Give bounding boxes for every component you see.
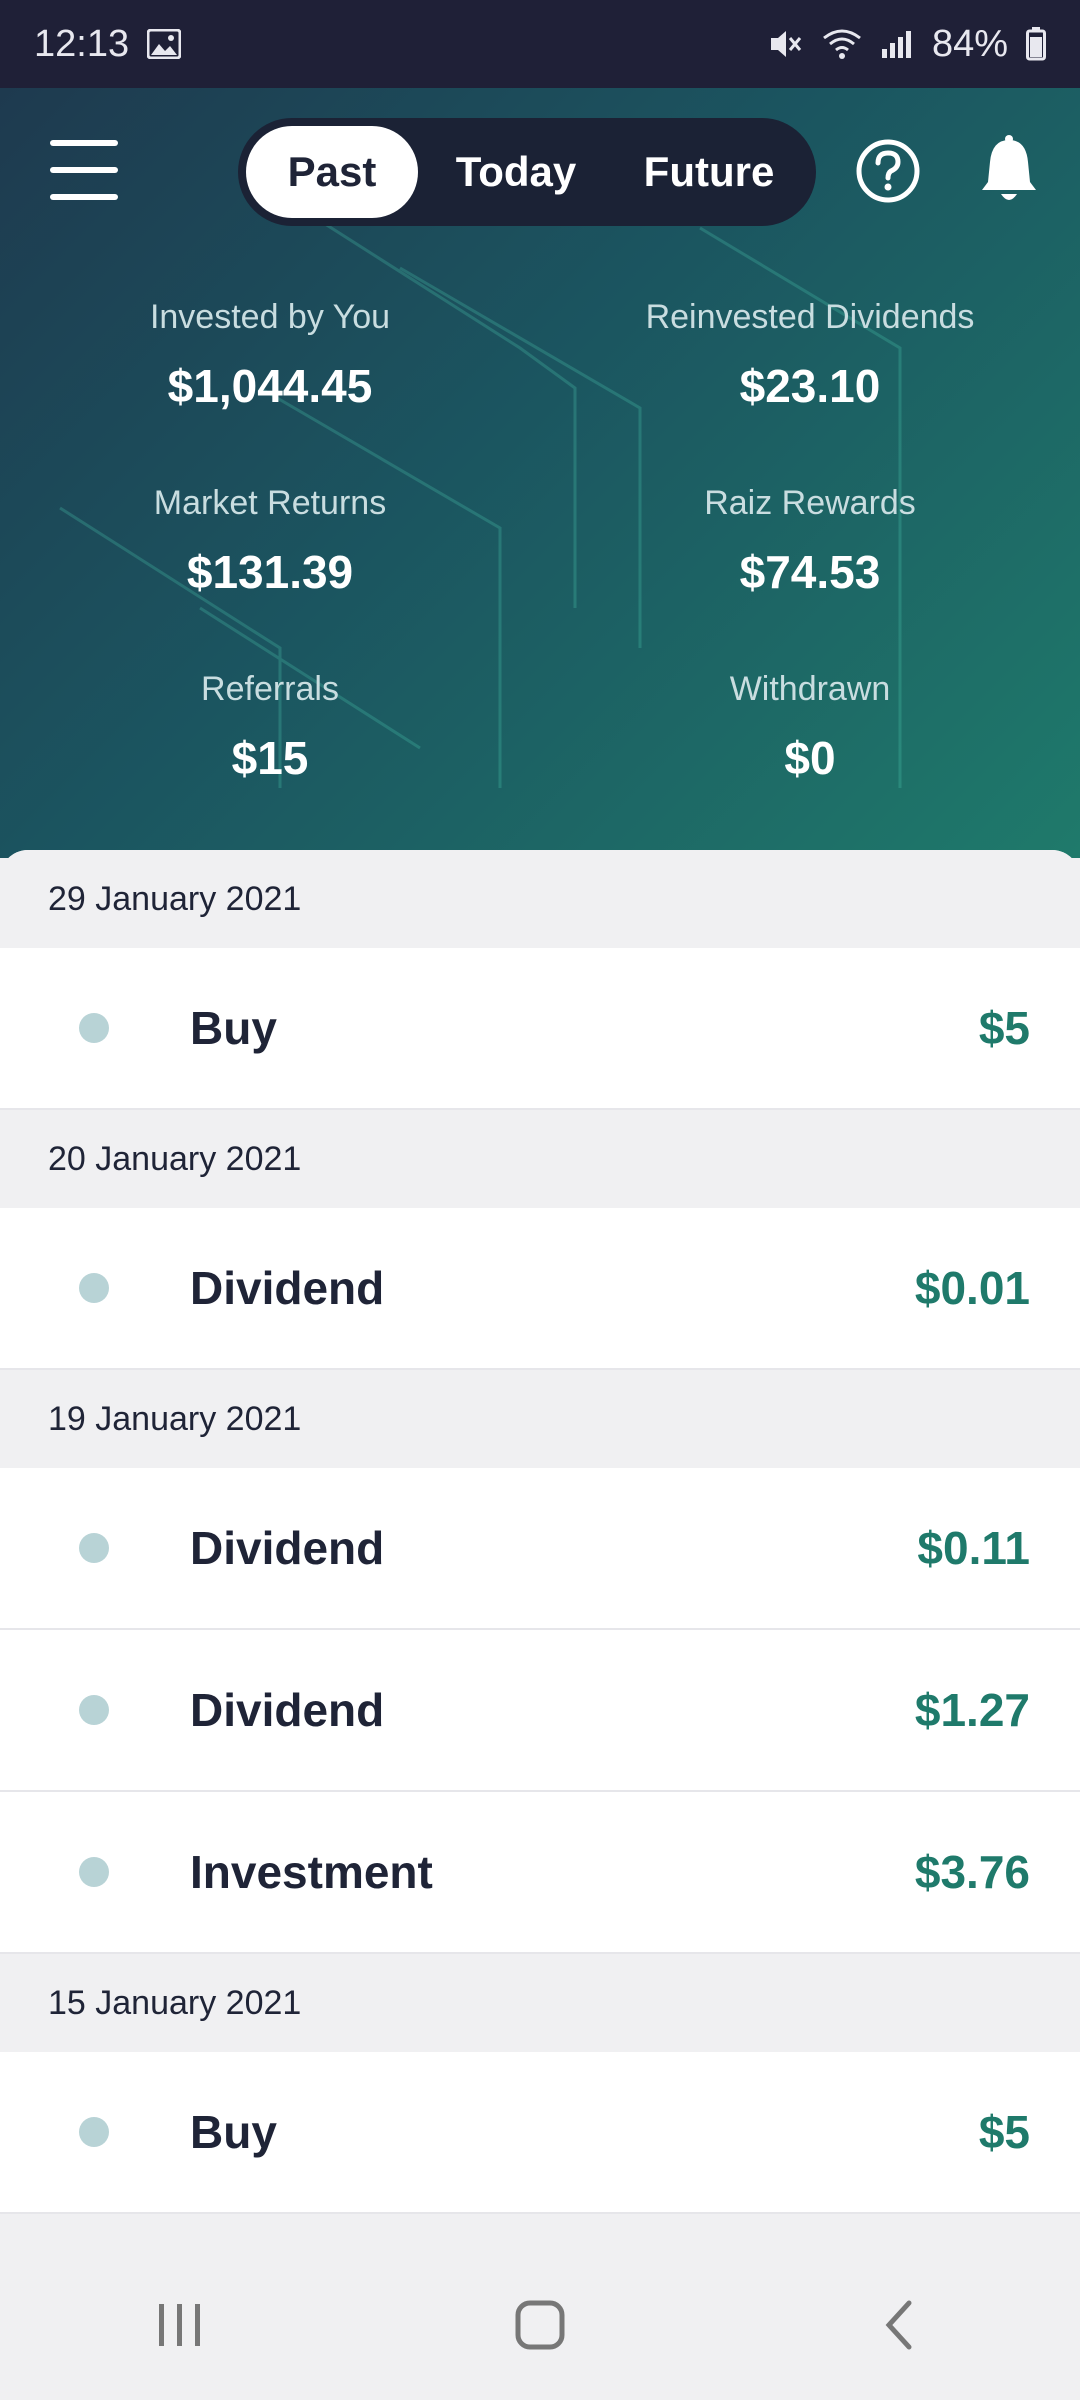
date-header: 19 January 2021 (0, 1370, 1080, 1468)
date-header: 15 January 2021 (0, 1954, 1080, 2052)
transaction-amount: $0.11 (917, 1521, 1030, 1575)
stat-market-returns: Market Returns $131.39 (0, 484, 540, 599)
transaction-row[interactable]: Dividend $1.27 (0, 1630, 1080, 1792)
status-dot-icon (79, 1013, 109, 1043)
signal-icon (880, 29, 914, 59)
transaction-amount: $5 (979, 1001, 1030, 1055)
help-icon[interactable] (855, 138, 921, 204)
stat-label: Invested by You (0, 298, 540, 337)
status-dot-icon (79, 2117, 109, 2147)
mute-icon (768, 27, 804, 61)
stat-value: $23.10 (540, 359, 1080, 413)
stat-invested-by-you: Invested by You $1,044.45 (0, 298, 540, 413)
header-panel: Past Today Future Invested by You $1,044… (0, 88, 1080, 858)
status-bar: 12:13 84% (0, 0, 1080, 88)
date-header: 29 January 2021 (0, 850, 1080, 948)
recents-icon[interactable] (120, 2275, 240, 2375)
wifi-icon (822, 28, 862, 60)
transaction-list[interactable]: 29 January 2021 Buy $5 20 January 2021 D… (0, 850, 1080, 2250)
stat-label: Market Returns (0, 484, 540, 523)
transaction-row[interactable]: Buy $5 (0, 948, 1080, 1110)
system-nav-bar (0, 2250, 1080, 2400)
transaction-amount: $1.27 (915, 1683, 1030, 1737)
tab-past[interactable]: Past (246, 126, 418, 218)
transaction-amount: $3.76 (915, 1845, 1030, 1899)
stat-label: Raiz Rewards (540, 484, 1080, 523)
transaction-label: Dividend (190, 1683, 384, 1737)
stat-withdrawn: Withdrawn $0 (540, 670, 1080, 785)
status-left: 12:13 (34, 23, 181, 66)
transaction-amount: $5 (979, 2105, 1030, 2159)
top-navigation: Past Today Future (0, 118, 1080, 228)
date-header: 20 January 2021 (0, 1110, 1080, 1208)
stat-value: $131.39 (0, 545, 540, 599)
stat-reinvested-dividends: Reinvested Dividends $23.10 (540, 298, 1080, 413)
transaction-label: Buy (190, 2105, 277, 2159)
status-dot-icon (79, 1695, 109, 1725)
stat-value: $15 (0, 731, 540, 785)
transaction-row[interactable]: Dividend $0.11 (0, 1468, 1080, 1630)
period-segmented-control: Past Today Future (238, 118, 816, 226)
stat-value: $0 (540, 731, 1080, 785)
stat-value: $74.53 (540, 545, 1080, 599)
home-icon[interactable] (480, 2275, 600, 2375)
tab-today[interactable]: Today (418, 126, 614, 218)
transaction-row[interactable]: Investment $3.76 (0, 1792, 1080, 1954)
stat-raiz-rewards: Raiz Rewards $74.53 (540, 484, 1080, 599)
transaction-label: Buy (190, 1001, 277, 1055)
stat-value: $1,044.45 (0, 359, 540, 413)
status-time: 12:13 (34, 23, 129, 66)
battery-icon (1026, 27, 1046, 61)
status-dot-icon (79, 1857, 109, 1887)
transaction-amount: $0.01 (915, 1261, 1030, 1315)
stat-label: Referrals (0, 670, 540, 709)
status-dot-icon (79, 1533, 109, 1563)
stat-label: Reinvested Dividends (540, 298, 1080, 337)
image-icon (147, 29, 181, 59)
transaction-label: Dividend (190, 1261, 384, 1315)
status-dot-icon (79, 1273, 109, 1303)
back-icon[interactable] (840, 2275, 960, 2375)
transaction-row[interactable]: Buy $5 (0, 2052, 1080, 2214)
transaction-row[interactable]: Dividend $0.01 (0, 1208, 1080, 1370)
transaction-label: Dividend (190, 1521, 384, 1575)
status-right: 84% (768, 23, 1046, 66)
menu-icon[interactable] (50, 140, 118, 200)
battery-percent: 84% (932, 23, 1008, 66)
date-header: 14 January 2021 (0, 2214, 1080, 2250)
bell-icon[interactable] (978, 134, 1040, 206)
stat-label: Withdrawn (540, 670, 1080, 709)
transaction-label: Investment (190, 1845, 433, 1899)
tab-future[interactable]: Future (614, 126, 804, 218)
stat-referrals: Referrals $15 (0, 670, 540, 785)
